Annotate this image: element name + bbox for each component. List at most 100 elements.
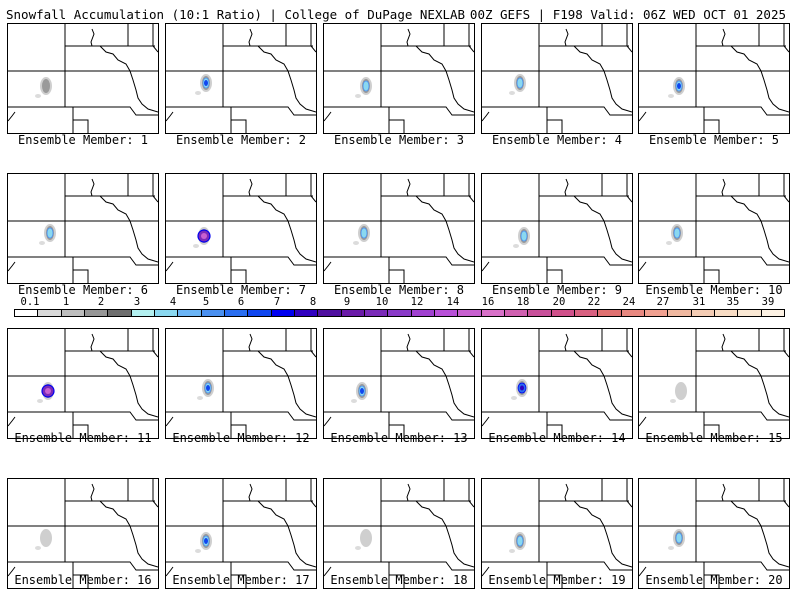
- snowfall-map: [639, 329, 789, 438]
- snowfall-map: [324, 24, 474, 133]
- snowfall-map: [166, 174, 316, 283]
- ensemble-member-label: Ensemble Member: 17: [172, 573, 310, 587]
- colorbar-tick-label: 35: [726, 296, 740, 308]
- colorbar-swatch: [154, 310, 179, 316]
- ensemble-member-label: Ensemble Member: 7: [175, 283, 307, 297]
- ensemble-member-map: [7, 173, 159, 284]
- colorbar-tick-label: 22: [587, 296, 601, 308]
- colorbar-swatch: [108, 310, 132, 316]
- ensemble-member-map: [638, 23, 790, 134]
- colorbar-swatch: [458, 310, 482, 316]
- colorbar-swatch: [598, 310, 622, 316]
- ensemble-member-label: Ensemble Member: 18: [330, 573, 468, 587]
- ensemble-member-map: [323, 23, 475, 134]
- colorbar-swatch: [341, 310, 365, 316]
- colorbar-swatch: [178, 310, 202, 316]
- colorbar: [14, 309, 785, 317]
- ensemble-member-map: [638, 173, 790, 284]
- ensemble-member-label: Ensemble Member: 12: [172, 431, 310, 445]
- colorbar-swatch: [271, 310, 295, 316]
- colorbar-tick-label: 39: [761, 296, 775, 308]
- ensemble-member-map: [323, 173, 475, 284]
- snowfall-map: [8, 479, 158, 588]
- snowfall-map: [8, 24, 158, 133]
- colorbar-tick-label: 16: [481, 296, 495, 308]
- ensemble-member-label: Ensemble Member: 16: [14, 573, 152, 587]
- snowfall-map: [639, 174, 789, 283]
- ensemble-member-map: [7, 23, 159, 134]
- colorbar-tick-label: 14: [446, 296, 460, 308]
- snowfall-map: [8, 174, 158, 283]
- ensemble-member-map: [481, 478, 633, 589]
- snowfall-map: [324, 479, 474, 588]
- colorbar-tick-label: 8: [309, 296, 317, 308]
- header-title: Snowfall Accumulation (10:1 Ratio) | Col…: [6, 7, 466, 22]
- ensemble-member-label: Ensemble Member: 14: [488, 431, 626, 445]
- colorbar-tick-label: 1: [62, 296, 70, 308]
- colorbar-tick-label: 6: [237, 296, 245, 308]
- colorbar-swatch: [201, 310, 225, 316]
- colorbar-swatch: [364, 310, 389, 316]
- colorbar-labels: 0.1 1 2 3 4 5 6 7 8 9 10 12 14 16 18 20 22 24 27 31 35 39: [0, 296, 800, 308]
- ensemble-member-label: Ensemble Member: 10: [645, 283, 783, 297]
- colorbar-swatch: [61, 310, 85, 316]
- colorbar-tick-label: 3: [133, 296, 141, 308]
- ensemble-member-label: Ensemble Member: 4: [491, 133, 623, 147]
- ensemble-member-label: Ensemble Member: 2: [175, 133, 307, 147]
- colorbar-swatch: [38, 310, 62, 316]
- snowfall-map: [482, 174, 632, 283]
- colorbar-swatch: [131, 310, 155, 316]
- colorbar-swatch: [644, 310, 669, 316]
- colorbar-swatch: [224, 310, 249, 316]
- snowfall-map: [166, 479, 316, 588]
- ensemble-member-label: Ensemble Member: 8: [333, 283, 465, 297]
- snowfall-map: [482, 24, 632, 133]
- ensemble-member-label: Ensemble Member: 9: [491, 283, 623, 297]
- colorbar-swatch: [761, 310, 784, 316]
- ensemble-member-map: [7, 478, 159, 589]
- colorbar-swatch: [528, 310, 552, 316]
- ensemble-member-label: Ensemble Member: 20: [645, 573, 783, 587]
- ensemble-member-map: [7, 328, 159, 439]
- snowfall-map: [639, 24, 789, 133]
- snowfall-map: [8, 329, 158, 438]
- colorbar-tick-label: 0.1: [20, 296, 40, 308]
- ensemble-member-map: [323, 478, 475, 589]
- ensemble-member-label: Ensemble Member: 5: [648, 133, 780, 147]
- ensemble-member-label: Ensemble Member: 13: [330, 431, 468, 445]
- ensemble-member-map: [481, 173, 633, 284]
- colorbar-swatch: [318, 310, 342, 316]
- colorbar-tick-label: 27: [656, 296, 670, 308]
- ensemble-member-label: Ensemble Member: 19: [488, 573, 626, 587]
- ensemble-member-label: Ensemble Member: 15: [645, 431, 783, 445]
- colorbar-tick-label: 24: [622, 296, 636, 308]
- snowfall-map: [166, 24, 316, 133]
- snowfall-map: [482, 479, 632, 588]
- colorbar-swatch: [84, 310, 109, 316]
- colorbar-swatch: [574, 310, 599, 316]
- ensemble-member-map: [165, 23, 317, 134]
- colorbar-tick-label: 18: [516, 296, 530, 308]
- colorbar-tick-label: 4: [169, 296, 177, 308]
- colorbar-swatch: [621, 310, 645, 316]
- colorbar-swatch: [668, 310, 692, 316]
- snowfall-map: [324, 174, 474, 283]
- colorbar-swatch: [248, 310, 272, 316]
- ensemble-member-map: [165, 478, 317, 589]
- ensemble-member-map: [638, 328, 790, 439]
- colorbar-swatch: [481, 310, 505, 316]
- colorbar-swatch: [551, 310, 575, 316]
- ensemble-member-map: [165, 328, 317, 439]
- colorbar-swatch: [434, 310, 459, 316]
- ensemble-member-map: [323, 328, 475, 439]
- colorbar-tick-label: 12: [410, 296, 424, 308]
- snowfall-map: [166, 329, 316, 438]
- colorbar-swatch: [714, 310, 739, 316]
- colorbar-swatch: [388, 310, 412, 316]
- colorbar-tick-label: 2: [97, 296, 105, 308]
- colorbar-swatch: [15, 310, 39, 316]
- colorbar-swatch: [738, 310, 762, 316]
- colorbar-tick-label: 10: [375, 296, 389, 308]
- header-run-info: 00Z GEFS | F198 Valid: 06Z WED OCT 01 20…: [469, 7, 786, 22]
- colorbar-tick-label: 20: [552, 296, 566, 308]
